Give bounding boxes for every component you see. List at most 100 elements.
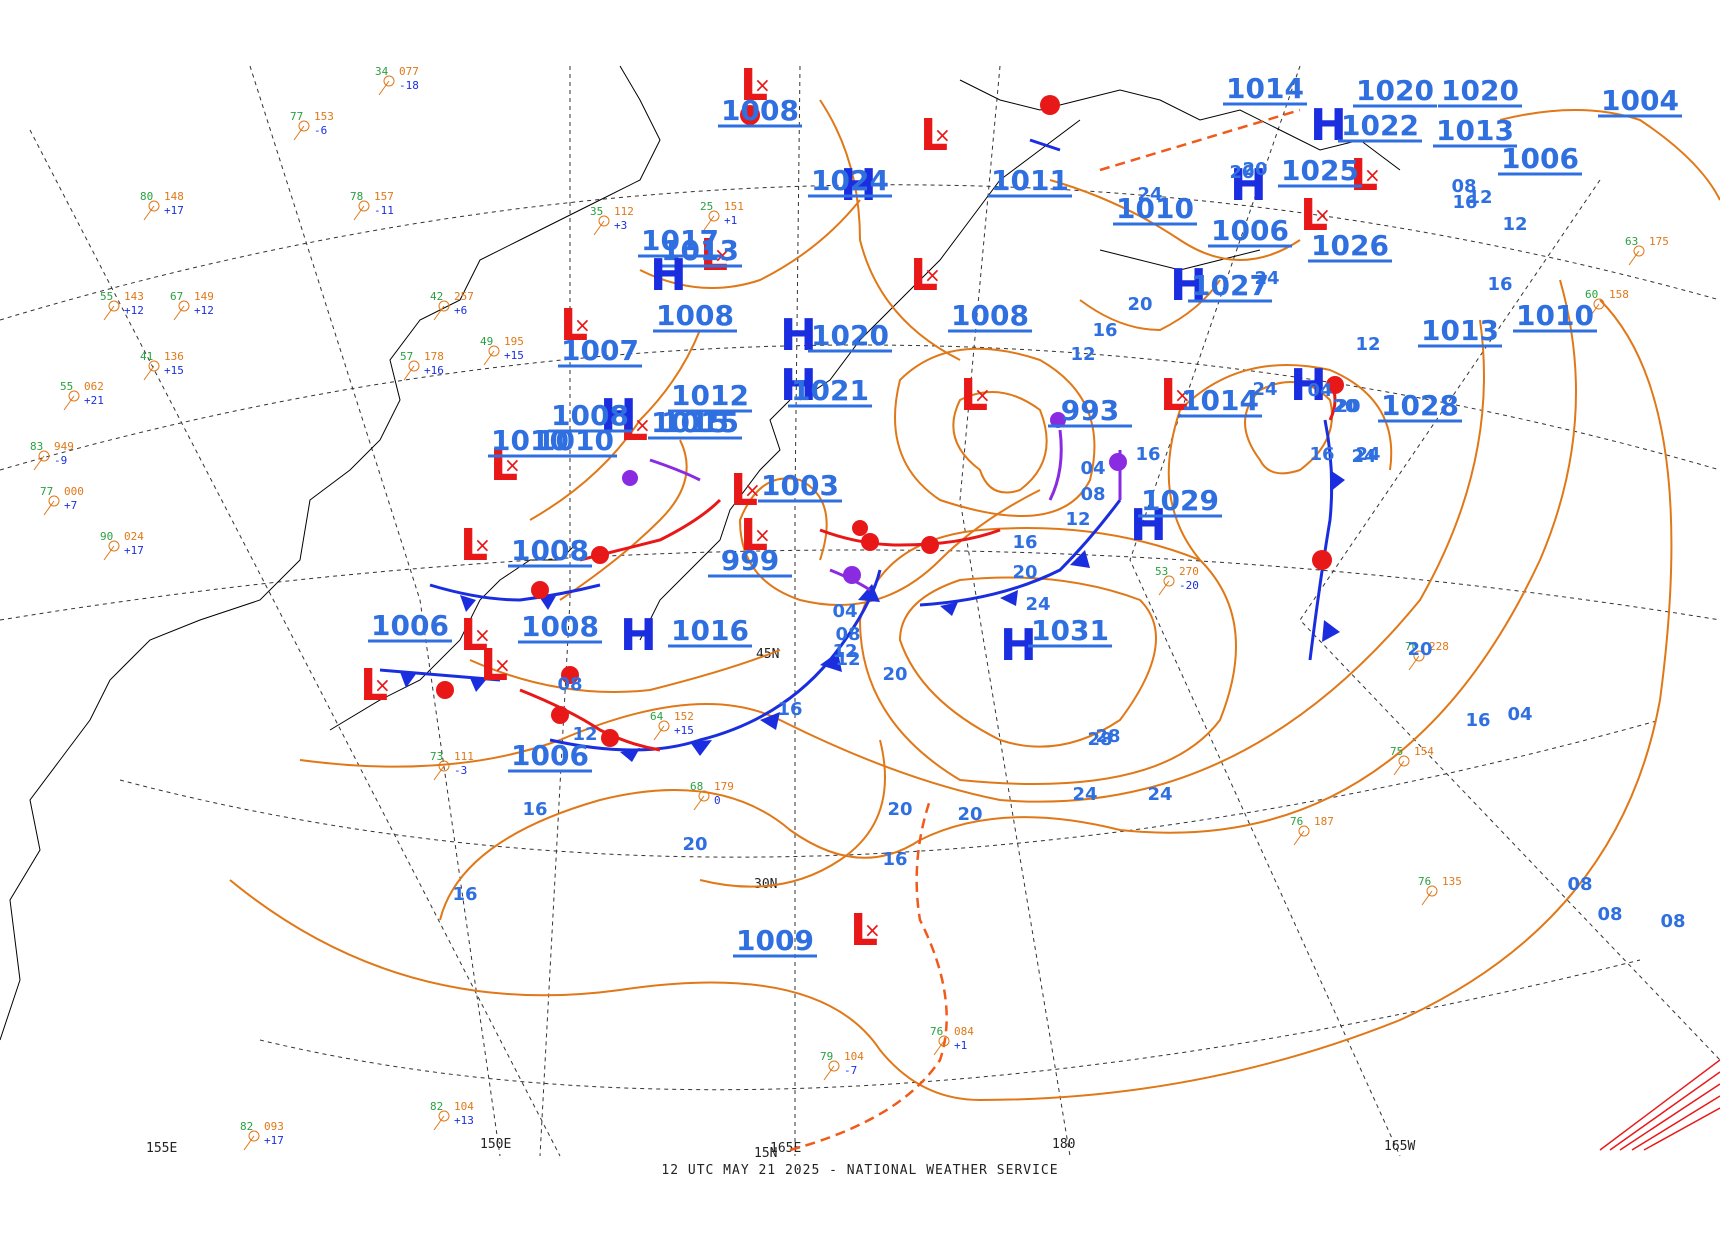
station-pressure: 024 (124, 530, 144, 543)
low-pressure-center: L× 1011 (920, 110, 1072, 198)
wind-barb (353, 205, 365, 221)
station-model: 76 135 (1418, 875, 1462, 906)
isobar-value-label: 20 (887, 799, 912, 820)
low-pressure-center: L×1014 (1160, 370, 1262, 421)
station-sky-cover-icon (1298, 825, 1310, 837)
center-pressure-label: 1003 (761, 469, 839, 502)
center-pressure-label: 1008 (951, 299, 1029, 332)
station-pressure: 157 (374, 190, 394, 203)
station-model: 78 157-11 (350, 190, 394, 221)
isobar-low-1014 (1244, 381, 1333, 475)
wind-barb (593, 220, 605, 236)
isobar-value-label: 04 (1080, 458, 1105, 479)
isobar-line (819, 99, 961, 361)
low-symbol: L (730, 465, 758, 516)
wind-barb (143, 365, 155, 381)
low-pressure-center: L× 1003 (730, 465, 842, 516)
station-sky-cover-icon (1633, 245, 1645, 257)
isobar-value-label: 20 (957, 804, 982, 825)
low-symbol: L (360, 660, 388, 711)
center-pressure-label: 1008 (521, 610, 599, 643)
station-sky-cover-icon (708, 210, 720, 222)
station-model: 73 111-3 (430, 750, 474, 781)
station-pressure: 187 (1314, 815, 1334, 828)
station-pressure: 062 (84, 380, 104, 393)
station-temp: 42 (430, 290, 443, 303)
station-pressure: 143 (124, 290, 144, 303)
isobar-value-label: 20 (882, 664, 907, 685)
station-pressure: 153 (314, 110, 334, 123)
station-model: 63 175 (1625, 235, 1669, 266)
meridian-line (539, 66, 571, 1157)
wind-barb (33, 455, 45, 471)
station-temp: 68 (690, 780, 703, 793)
isobar-line (299, 319, 1485, 803)
high-symbol: H (780, 360, 817, 411)
station-model: 25 151+1 (700, 200, 744, 231)
station-model: 76 187 (1290, 815, 1334, 846)
map-canvas (0, 66, 1720, 1156)
center-pressure-label: 1026 (1311, 229, 1389, 262)
station-tendency: +6 (454, 304, 467, 317)
grid-label-165e: 165E (770, 1141, 801, 1156)
aleutian-chain (1099, 249, 1261, 271)
station-temp: 70 (1405, 640, 1418, 653)
low-pressure-center: L×1010 (488, 424, 572, 491)
station-pressure: 154 (1414, 745, 1434, 758)
high-pressure-center: H 1016 (620, 610, 752, 661)
isobar-line (469, 649, 781, 693)
cold-front-barbs (400, 470, 1345, 762)
low-center-mark: × (494, 653, 511, 677)
isobar-value-label: 04 (832, 601, 857, 622)
meridian-line (1129, 65, 1401, 1157)
isobar-value-label: 16 (1487, 274, 1512, 295)
isobar-value-label: 12 (1065, 509, 1090, 530)
high-pressure-center: H 1028 (1290, 360, 1462, 423)
asia-coastline (0, 65, 661, 1041)
low-pressure-center: L× 1008 (460, 520, 592, 571)
low-center-mark: × (504, 453, 521, 477)
station-tendency: +12 (124, 304, 144, 317)
high-symbol: H (1130, 500, 1167, 551)
station-pressure: 228 (1429, 640, 1449, 653)
isobar-value-label: 16 (777, 699, 802, 720)
kuril-chain (799, 119, 1081, 401)
station-sky-cover-icon (108, 300, 120, 312)
korea-coast (329, 539, 581, 731)
low-center-mark: × (1364, 163, 1381, 187)
isobar-line (529, 329, 701, 521)
isobar-value-label: 08 (1660, 911, 1685, 932)
station-tendency: +17 (264, 1134, 284, 1147)
station-pressure: 149 (194, 290, 214, 303)
low-center-mark: × (754, 523, 771, 547)
station-model: 77 153-6 (290, 110, 334, 141)
isobar-value-label: 12 (1070, 344, 1095, 365)
wind-barb (703, 215, 715, 231)
isobar-value-label: 24 (1351, 446, 1376, 467)
wind-barb (653, 725, 665, 741)
station-sky-cover-icon (1426, 885, 1438, 897)
station-tendency: +3 (614, 219, 627, 232)
low-center-mark: × (754, 73, 771, 97)
station-sky-cover-icon (48, 495, 60, 507)
station-temp: 35 (590, 205, 603, 218)
center-pressure-label: 1025 (1281, 154, 1359, 187)
warm-fronts (436, 95, 1344, 752)
isobar-value-label: 24 (1355, 444, 1380, 465)
center-pressure-label: 1021 (791, 374, 869, 407)
meridian-line (249, 65, 501, 1157)
station-model: 76 084+1 (930, 1025, 974, 1056)
station-sky-cover-icon (1413, 650, 1425, 662)
wind-barb (1408, 655, 1420, 671)
low-symbol: L (740, 60, 768, 111)
station-tendency: -20 (1179, 579, 1199, 592)
isobar-value-label: 20 (1012, 562, 1037, 583)
pressure-label: 1014 (1226, 72, 1304, 105)
low-center-mark: × (974, 383, 991, 407)
warm-front-line (819, 528, 1001, 547)
isobar-value-label: 20 (1229, 162, 1254, 183)
low-pressure-center: L× 1006 (368, 609, 491, 661)
